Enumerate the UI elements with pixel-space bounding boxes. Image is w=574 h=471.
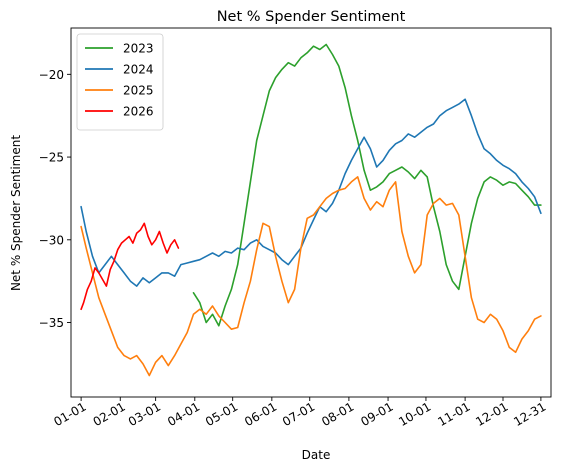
series-line-2023 (192, 43, 542, 327)
y-tick-label: −30 (39, 233, 64, 247)
legend-label: 2023 (123, 42, 154, 56)
legend: 2023 2024 2025 2026 (76, 33, 164, 131)
legend-label: 2025 (123, 84, 154, 98)
legend-box (76, 33, 164, 131)
y-tick-label: −20 (39, 68, 64, 82)
series-line-2024 (80, 98, 542, 287)
series-line-2026 (80, 222, 180, 311)
series-line-2025 (80, 176, 542, 377)
y-tick-label: −35 (39, 316, 64, 330)
legend-label: 2024 (123, 63, 154, 77)
y-axis: −35 −30 −25 −20 (39, 68, 71, 330)
series-layer (80, 43, 542, 377)
y-axis-label: Net % Spender Sentiment (9, 135, 23, 291)
y-tick-label: −25 (39, 151, 64, 165)
x-axis-label: Date (302, 448, 331, 462)
plot-frame (70, 27, 552, 398)
legend-label: 2026 (123, 105, 154, 119)
chart-title: Net % Spender Sentiment (217, 9, 406, 25)
